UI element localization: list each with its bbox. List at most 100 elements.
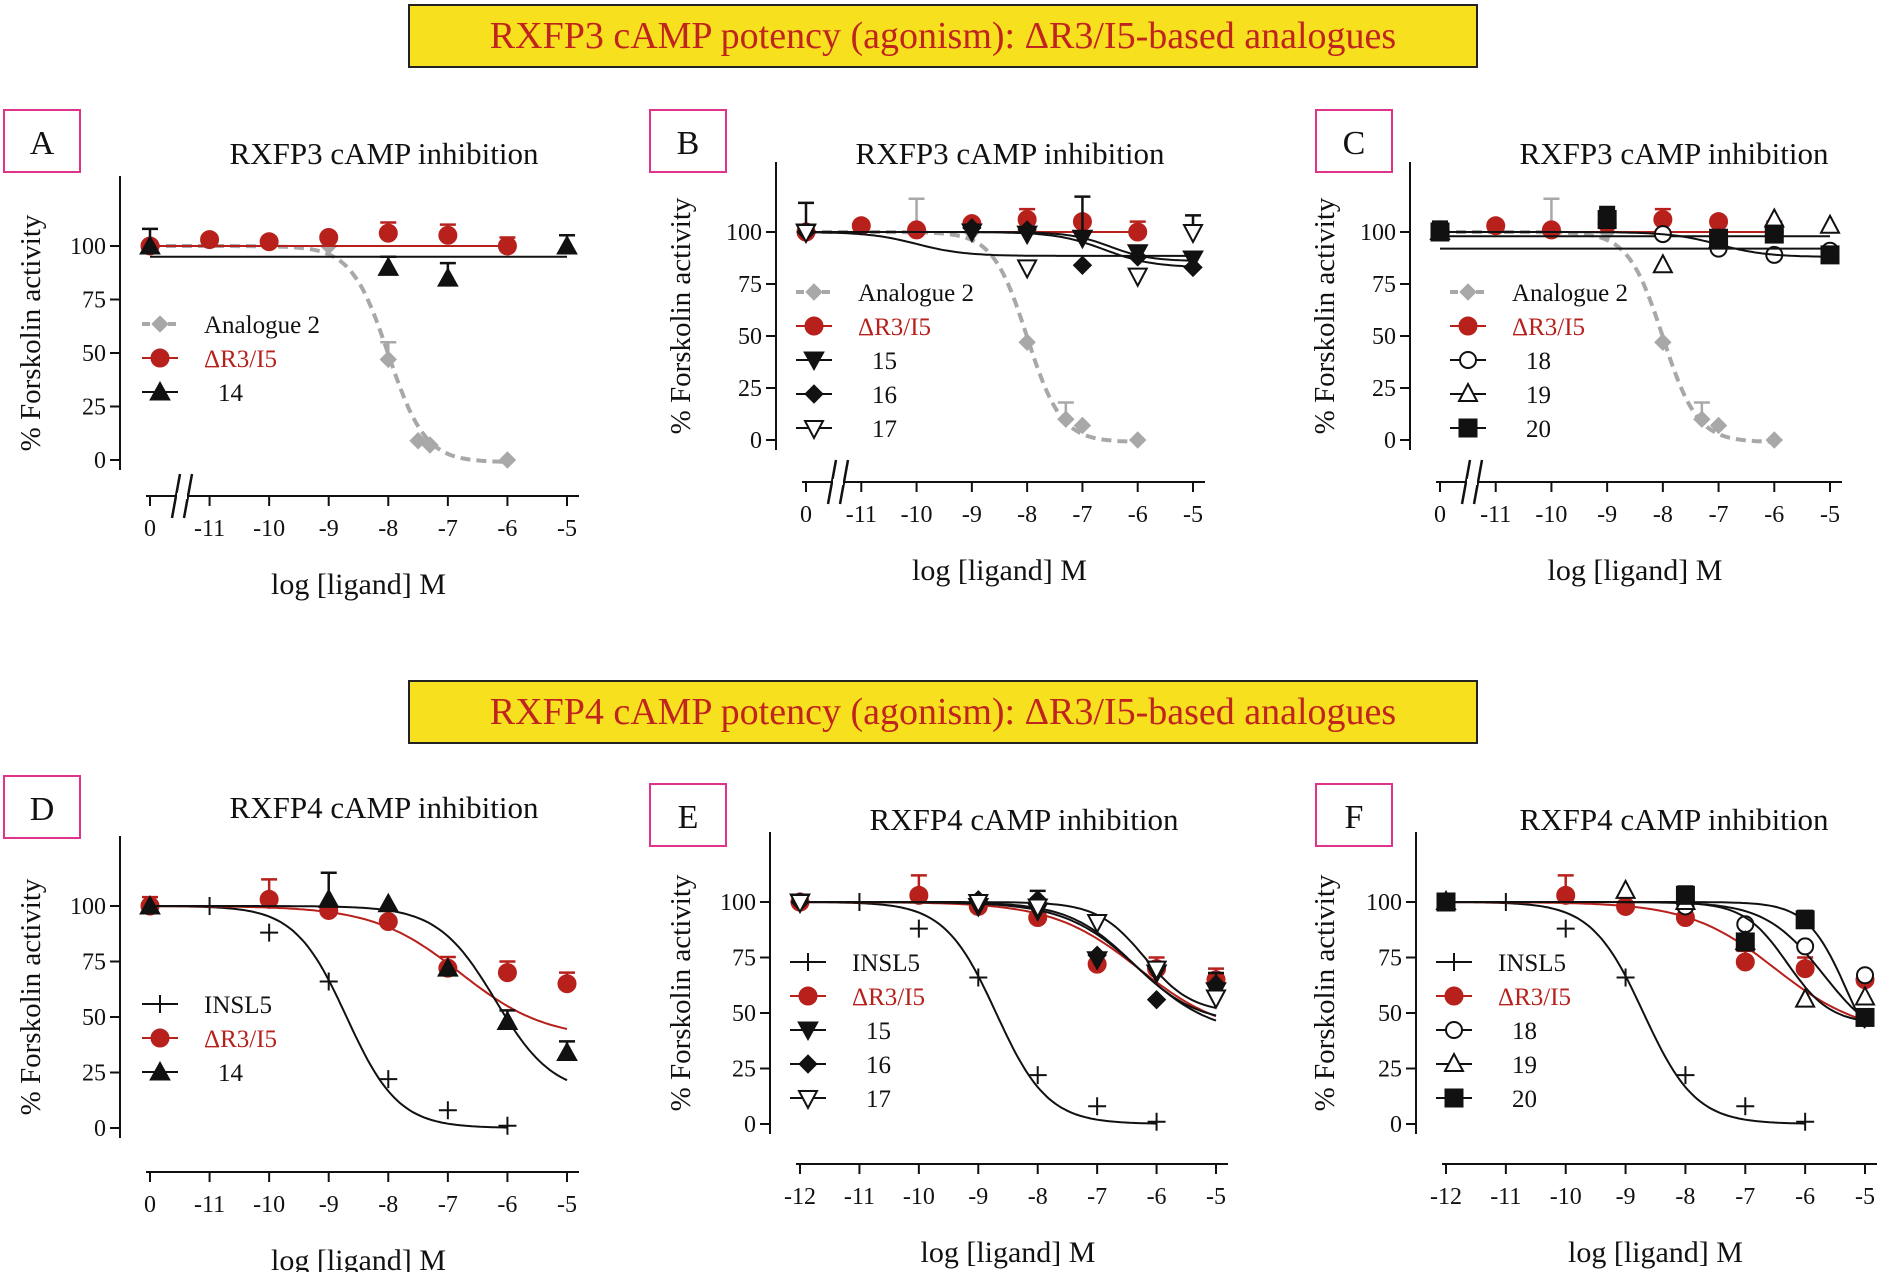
y-tick-label: 50	[1372, 324, 1396, 350]
x-axis-label: log [ligand] M	[271, 568, 446, 601]
legend-label: 20	[1526, 416, 1551, 443]
data-point	[1017, 220, 1037, 240]
fit-curve	[800, 901, 1157, 1125]
legend-marker	[1445, 953, 1463, 971]
data-point	[1071, 229, 1094, 250]
data-point	[437, 957, 459, 977]
legend-marker	[805, 283, 823, 301]
legend-label: Analogue 2	[204, 312, 320, 339]
y-axis-label: % Forskolin activity	[665, 874, 697, 1111]
legend-label: ΔR3/I5	[204, 1026, 277, 1053]
data-point	[1763, 207, 1785, 228]
chart-panel-f: F RXFP4 cAMP inhibition 0 25 50 75 100 % Forsko…	[1309, 783, 1877, 1269]
data-point	[1735, 932, 1755, 952]
chart-title: RXFP4 cAMP inhibition	[230, 790, 539, 825]
x-tick-label: 0	[144, 516, 156, 542]
data-point	[795, 224, 817, 245]
data-point	[1709, 212, 1729, 232]
x-tick-label: -6	[497, 516, 517, 542]
x-axis-label: log [ligand] M	[271, 1244, 446, 1272]
chart-panel-a: A RXFP3 cAMP inhibition 0 25 50 75 100 % Forsko…	[3, 109, 579, 601]
legend-marker	[799, 953, 817, 971]
x-tick-label: -6	[1128, 502, 1148, 528]
data-point	[438, 1101, 457, 1120]
data-point	[139, 894, 161, 915]
data-point	[969, 968, 988, 987]
data-point	[556, 234, 578, 255]
y-tick-label: 0	[744, 1112, 756, 1138]
fit-curve	[806, 231, 1194, 268]
series-14	[139, 227, 578, 287]
data-point	[1556, 885, 1576, 905]
data-point	[319, 972, 338, 991]
x-tick-label: -7	[1087, 1184, 1107, 1210]
data-point	[1182, 224, 1204, 245]
data-point	[789, 894, 811, 915]
x-tick-label: -9	[319, 516, 339, 542]
x-tick-label: -8	[378, 516, 398, 542]
rxfp4-section-banner: RXFP4 cAMP potency (agonism): ΔR3/I5-bas…	[408, 680, 1478, 744]
panel-letter: C	[1343, 125, 1366, 162]
legend-label: 17	[866, 1086, 891, 1113]
y-tick-label: 50	[1378, 1001, 1402, 1027]
panel-letter-frame	[649, 783, 727, 847]
x-tick-label: -7	[438, 1192, 458, 1218]
legend-label: 17	[872, 416, 897, 443]
x-tick-label: -6	[1764, 502, 1784, 528]
data-point	[1436, 892, 1456, 912]
data-point	[421, 436, 439, 454]
fit-curve	[1440, 231, 1830, 258]
legend: Analogue 2 ΔR3/I5 18 19 20	[1450, 280, 1628, 443]
series-20	[1436, 885, 1875, 1029]
data-point	[377, 256, 400, 276]
legend-label: ΔR3/I5	[858, 314, 931, 341]
legend-marker	[150, 348, 170, 368]
legend: Analogue 2 ΔR3/I5 14	[142, 312, 320, 407]
data-point	[1556, 919, 1575, 938]
chart-panel-e: E RXFP4 cAMP inhibition 0 25 50 75 100 % Forsko…	[649, 783, 1228, 1269]
data-point	[1614, 878, 1637, 899]
data-point	[317, 888, 340, 908]
data-point	[378, 223, 398, 243]
legend-marker	[804, 384, 824, 404]
data-point	[1027, 898, 1049, 919]
data-point	[1205, 989, 1227, 1010]
legend-label: Analogue 2	[858, 280, 974, 307]
legend-label: ΔR3/I5	[852, 984, 925, 1011]
legend-label: 18	[1526, 348, 1551, 375]
data-point	[1430, 222, 1450, 242]
x-tick-label: -10	[253, 1192, 285, 1218]
chart-panel-b: B RXFP3 cAMP inhibition 0 25 50 75 100 % Forsko…	[649, 109, 1205, 587]
legend-label: INSL5	[204, 992, 272, 1019]
y-axis-label: % Forskolin activity	[15, 214, 47, 451]
legend-label: 19	[1526, 382, 1551, 409]
y-tick-label: 25	[82, 1061, 106, 1087]
data-point	[1654, 333, 1672, 351]
legend-label: 16	[866, 1052, 891, 1079]
rxfp3-section-banner: RXFP3 cAMP potency (agonism): ΔR3/I5-bas…	[408, 4, 1478, 68]
data-point	[1856, 966, 1874, 985]
x-tick-label: -8	[1028, 1184, 1048, 1210]
legend-label: 18	[1512, 1018, 1537, 1045]
y-tick-label: 0	[750, 428, 762, 454]
legend-marker	[150, 1028, 170, 1048]
chart-title: RXFP4 cAMP inhibition	[1520, 802, 1829, 837]
legend-marker	[797, 1090, 819, 1111]
data-point	[1819, 213, 1841, 234]
legend-marker	[1458, 316, 1478, 336]
data-point	[1676, 1066, 1695, 1085]
data-point	[1736, 1097, 1755, 1116]
y-tick-label: 25	[1378, 1057, 1402, 1083]
y-tick-label: 50	[82, 341, 106, 367]
data-point	[1794, 987, 1816, 1008]
x-tick-label: -5	[1183, 502, 1203, 528]
axis-break-mark	[170, 473, 194, 519]
data-point	[1796, 1112, 1815, 1131]
x-tick-label: -5	[557, 1192, 577, 1218]
data-point	[1088, 1097, 1107, 1116]
data-point	[1128, 247, 1148, 267]
series-17	[795, 214, 1204, 288]
chart-title: RXFP3 cAMP inhibition	[230, 136, 539, 171]
data-point	[1597, 210, 1617, 230]
